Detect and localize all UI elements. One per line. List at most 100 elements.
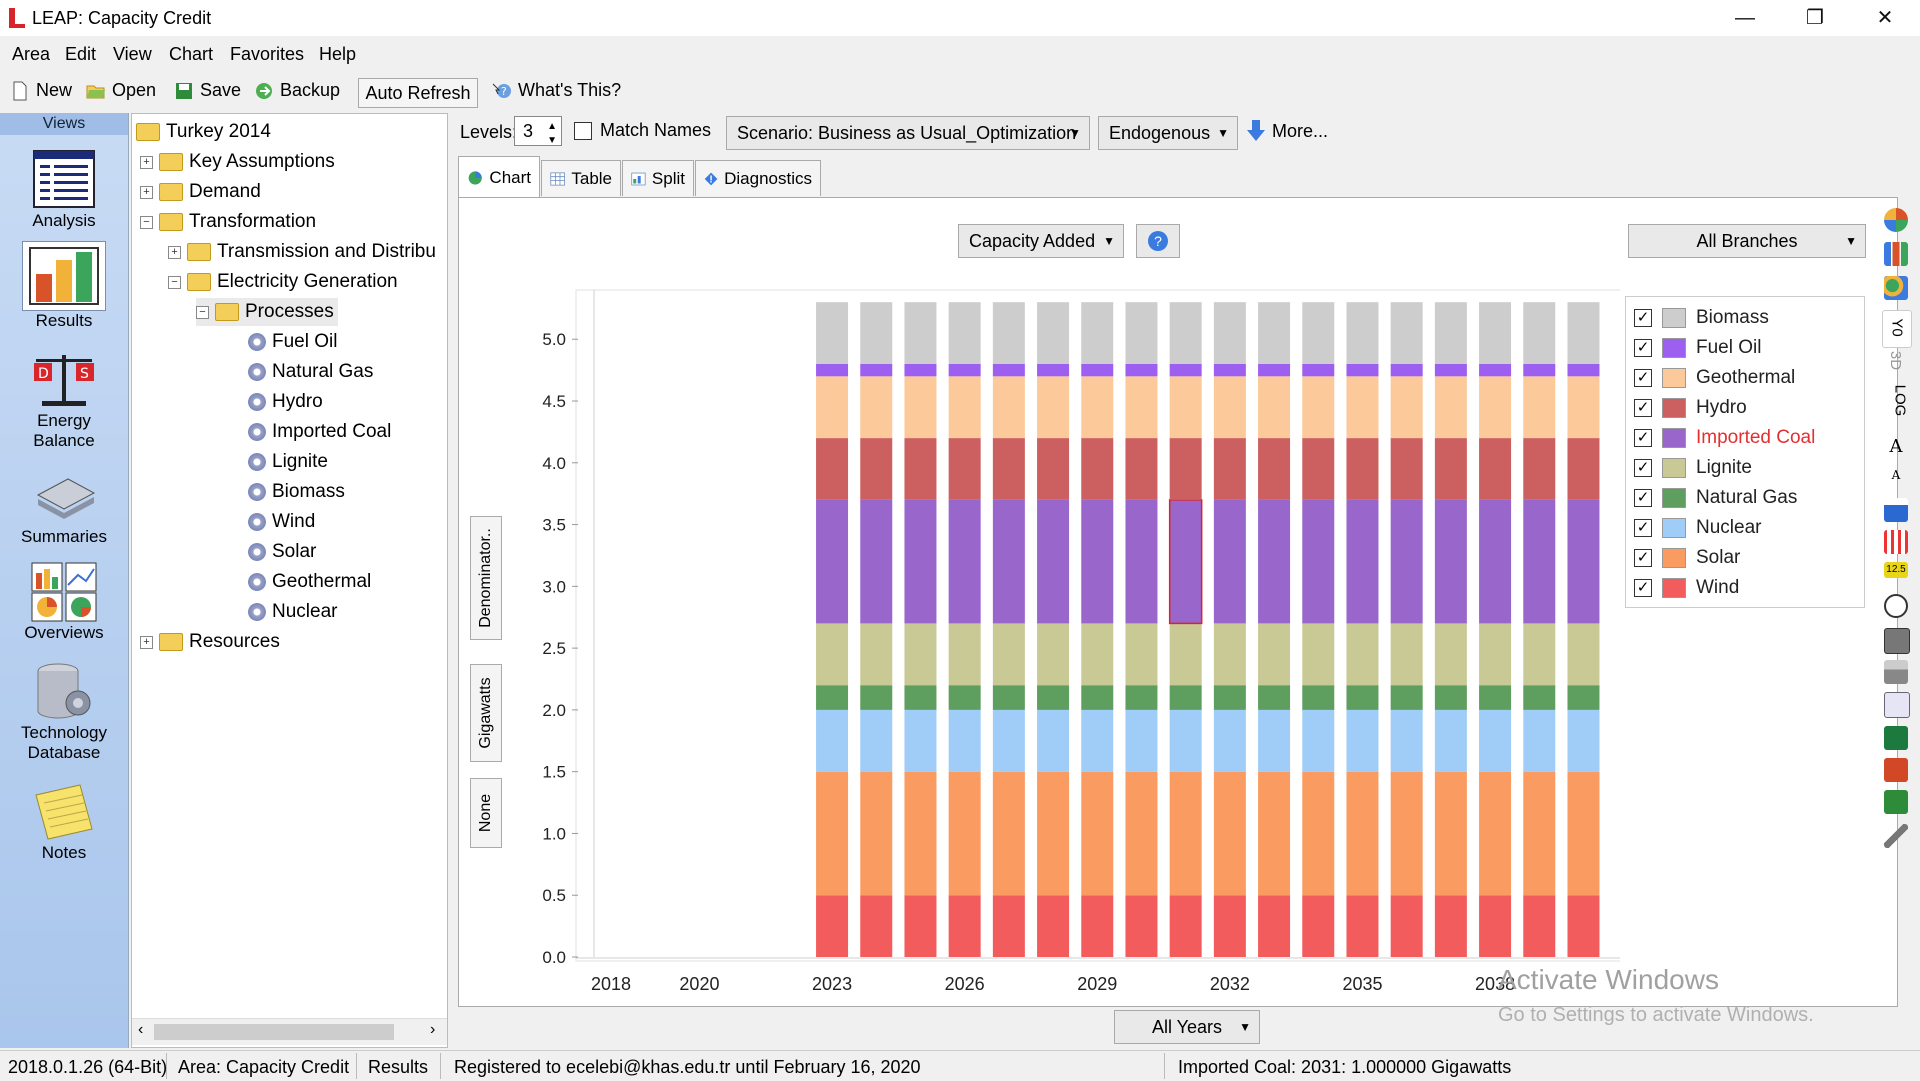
pie-chart-icon[interactable]: [1884, 208, 1908, 232]
view-notes[interactable]: Notes: [0, 781, 128, 863]
backup-button[interactable]: Backup: [254, 80, 340, 101]
chart-help-button[interactable]: ?: [1136, 224, 1180, 258]
gridlines-icon[interactable]: [1884, 530, 1908, 554]
bar-segment[interactable]: [1567, 771, 1600, 896]
legend-checkbox[interactable]: ✓: [1634, 459, 1652, 477]
whats-this-button[interactable]: ? What's This?: [492, 80, 621, 101]
bar-segment[interactable]: [1169, 438, 1202, 500]
match-names-checkbox[interactable]: Match Names: [574, 120, 711, 141]
bar-segment[interactable]: [1169, 376, 1202, 439]
scenario-dropdown[interactable]: Scenario: Business as Usual_Optimization…: [726, 116, 1090, 150]
view-energy-balance[interactable]: D S Energy Balance: [0, 349, 128, 451]
legend-item[interactable]: ✓ Solar: [1634, 545, 1740, 571]
bar-segment[interactable]: [1434, 623, 1467, 686]
legend-item[interactable]: ✓ Geothermal: [1634, 365, 1795, 391]
bar-segment[interactable]: [1213, 771, 1246, 896]
bar-segment[interactable]: [1346, 623, 1379, 686]
copy-icon[interactable]: [1884, 692, 1910, 718]
legend-checkbox[interactable]: ✓: [1634, 309, 1652, 327]
tree-process-geothermal[interactable]: Geothermal: [248, 568, 371, 596]
bar-segment[interactable]: [1434, 363, 1467, 377]
bar-segment[interactable]: [1258, 302, 1291, 364]
bar-segment[interactable]: [948, 685, 981, 710]
bar-segment[interactable]: [1081, 376, 1114, 439]
tree-process-lignite[interactable]: Lignite: [248, 448, 328, 476]
bar-segment[interactable]: [1213, 623, 1246, 686]
bar-segment[interactable]: [816, 623, 849, 686]
bar-segment[interactable]: [860, 376, 893, 439]
minimize-button[interactable]: —: [1735, 7, 1755, 29]
denominator-button[interactable]: Denominator..: [470, 516, 502, 640]
bar-segment[interactable]: [1213, 895, 1246, 957]
bar-segment[interactable]: [1037, 376, 1070, 439]
annotation-icon[interactable]: [1884, 594, 1908, 618]
tab-table[interactable]: Table: [541, 160, 621, 196]
tree-process-wind[interactable]: Wind: [248, 508, 315, 536]
bar-segment[interactable]: [1302, 685, 1335, 710]
bar-segment[interactable]: [1567, 376, 1600, 439]
excel-export-icon[interactable]: [1884, 726, 1908, 750]
legend-item[interactable]: ✓ Fuel Oil: [1634, 335, 1761, 361]
bar-segment[interactable]: [1081, 623, 1114, 686]
legend-item[interactable]: ✓ Lignite: [1634, 455, 1752, 481]
bar-segment[interactable]: [1479, 376, 1512, 439]
tree-horizontal-scrollbar[interactable]: ‹ ›: [132, 1018, 447, 1045]
bar-segment[interactable]: [1523, 302, 1556, 364]
bar-segment[interactable]: [1302, 709, 1335, 772]
bar-segment[interactable]: [1125, 438, 1158, 500]
save-chart-icon[interactable]: [1884, 790, 1908, 814]
bar-segment[interactable]: [1125, 376, 1158, 439]
bar-segment[interactable]: [1434, 709, 1467, 772]
bar-segment[interactable]: [1346, 363, 1379, 377]
tree-item-transformation[interactable]: − Transformation: [140, 208, 316, 236]
legend-item[interactable]: ✓ Wind: [1634, 575, 1739, 601]
spin-up-icon[interactable]: ▲: [547, 121, 557, 132]
bar-segment[interactable]: [992, 302, 1025, 364]
bar-segment[interactable]: [1479, 499, 1512, 624]
bar-segment[interactable]: [860, 709, 893, 772]
view-summaries[interactable]: Summaries: [0, 465, 128, 547]
bar-segment[interactable]: [1479, 623, 1512, 686]
legend-item[interactable]: ✓ Hydro: [1634, 395, 1747, 421]
bar-segment[interactable]: [1434, 376, 1467, 439]
bar-segment[interactable]: [1302, 771, 1335, 896]
bar-segment[interactable]: [1258, 499, 1291, 624]
bar-segment[interactable]: [948, 499, 981, 624]
bar-segment[interactable]: [1346, 685, 1379, 710]
bar-segment[interactable]: [1346, 499, 1379, 624]
bar-segment[interactable]: [1213, 376, 1246, 439]
bar-segment[interactable]: [1346, 376, 1379, 439]
bar-segment[interactable]: [1434, 438, 1467, 500]
bar-segment[interactable]: [1302, 363, 1335, 377]
bar-segment[interactable]: [1567, 623, 1600, 686]
bar-segment[interactable]: [860, 685, 893, 710]
measure-dropdown[interactable]: Capacity Added ▼: [958, 224, 1124, 258]
tree-item-transmission[interactable]: + Transmission and Distribu: [168, 238, 436, 266]
3d-toggle[interactable]: 3D: [1884, 350, 1908, 374]
wrench-settings-icon[interactable]: [1884, 824, 1908, 848]
spin-down-icon[interactable]: ▼: [547, 135, 557, 146]
bar-segment[interactable]: [816, 895, 849, 957]
branches-dropdown[interactable]: All Branches ▼: [1628, 224, 1866, 258]
bar-segment[interactable]: [904, 623, 937, 686]
open-button[interactable]: Open: [86, 80, 156, 101]
bar-segment[interactable]: [948, 709, 981, 772]
years-dropdown[interactable]: All Years ▼: [1114, 1010, 1260, 1044]
view-analysis[interactable]: Analysis: [0, 149, 128, 231]
font-decrease-icon[interactable]: A: [1884, 468, 1908, 492]
bar-segment[interactable]: [1567, 895, 1600, 957]
new-button[interactable]: New: [10, 80, 72, 101]
bar-segment[interactable]: [948, 376, 981, 439]
bar-segment[interactable]: [1390, 623, 1423, 686]
bar-segment[interactable]: [1390, 438, 1423, 500]
legend-item[interactable]: ✓ Natural Gas: [1634, 485, 1797, 511]
bar-segment[interactable]: [860, 895, 893, 957]
bar-segment[interactable]: [1258, 685, 1291, 710]
bar-segment[interactable]: [1434, 895, 1467, 957]
bar-segment[interactable]: [1258, 771, 1291, 896]
bar-segment[interactable]: [816, 363, 849, 377]
log-scale-toggle[interactable]: LOG: [1884, 385, 1908, 417]
auto-refresh-button[interactable]: Auto Refresh: [358, 78, 478, 108]
bar-segment[interactable]: [1125, 709, 1158, 772]
bar-segment[interactable]: [948, 895, 981, 957]
